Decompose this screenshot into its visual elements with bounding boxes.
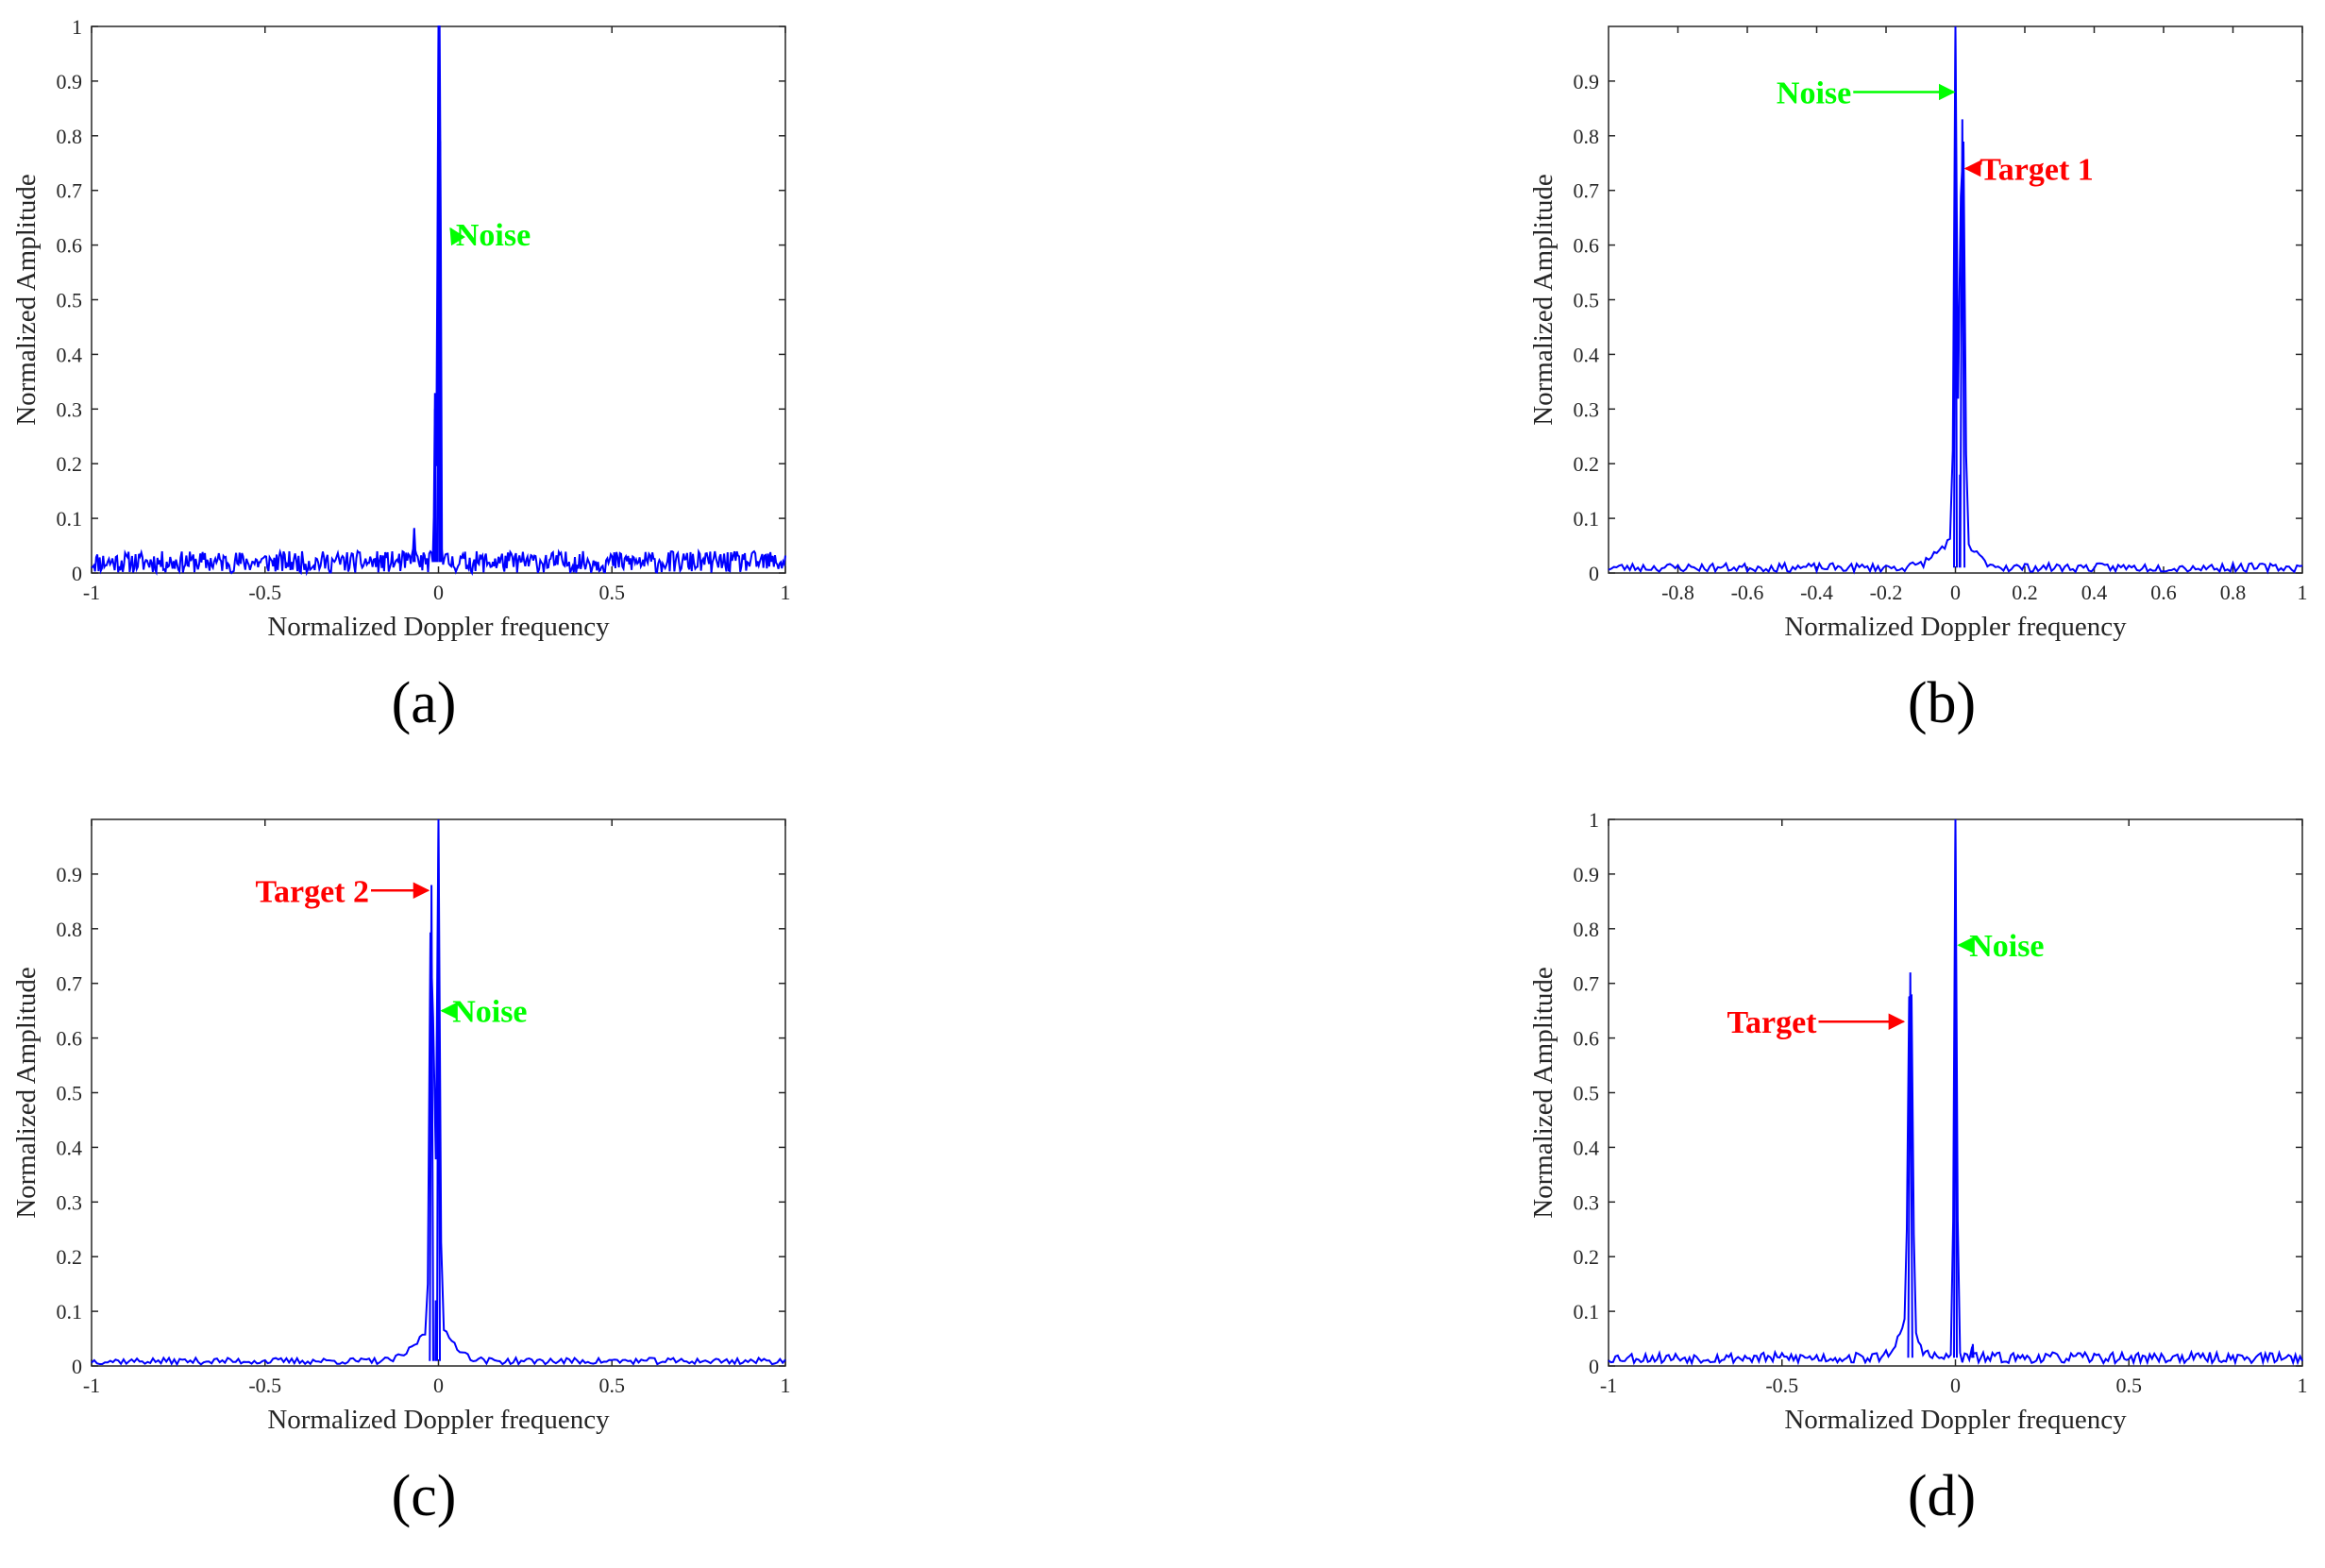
x-tick-label: 0.6: [2150, 581, 2177, 604]
chart-panel-c: -1 -0.5 0 0.5 1 0 0.1 0.2 0.3 0.4 0.5 0.6 0.7 0.8 0.9 N…: [11, 818, 791, 1528]
y-tick-label: 0.8: [1574, 125, 1600, 148]
x-tick-label: -0.5: [248, 581, 281, 604]
x-tick-label: 0: [433, 581, 444, 604]
y-tick-label: 0.1: [57, 1300, 83, 1324]
y-tick-label: 0.1: [1574, 1300, 1600, 1324]
series-peaks: [413, 25, 443, 563]
y-tick-label: 0.3: [57, 1190, 83, 1214]
x-tick-label: 0: [433, 1374, 444, 1397]
y-tick-label: 0.1: [1574, 507, 1600, 531]
x-tick-label: -1: [83, 581, 100, 604]
y-tick-label: 0.5: [57, 289, 83, 312]
x-axis-label: Normalized Doppler frequency: [1784, 612, 2127, 642]
x-tick-label: 0.4: [2081, 581, 2108, 604]
annotation-noise: Noise: [1969, 929, 2044, 964]
y-tick-label: 0.2: [57, 452, 83, 476]
y-tick-label: 0.6: [1574, 1027, 1600, 1051]
chart-panel-b: -0.8 -0.6 -0.4 -0.2 0 0.2 0.4 0.6 0.8 1 0 0.1 0.2 0.3…: [1528, 25, 2308, 735]
annotation-target: Target 2: [255, 874, 369, 909]
y-tick-label: 0.5: [57, 1082, 83, 1105]
x-tick-label: 1: [2298, 1374, 2308, 1397]
x-tick-label: -0.4: [1800, 581, 1833, 604]
y-tick-label: 0.7: [1574, 179, 1600, 203]
y-tick-label: 0.5: [1574, 289, 1600, 312]
annotation-noise: Noise: [1777, 76, 1851, 110]
x-axis-label: Normalized Doppler frequency: [267, 1405, 610, 1435]
y-tick-label: 0.1: [57, 507, 83, 531]
y-tick-label: 0: [1589, 1355, 1599, 1378]
annotation-noise: Noise: [452, 995, 527, 1030]
x-tick-label: -0.5: [248, 1374, 281, 1397]
y-tick-label: 0.4: [57, 343, 83, 366]
y-tick-label: 0.9: [1574, 70, 1600, 93]
x-tick-label: 0.5: [2116, 1374, 2143, 1397]
x-tick-label: 0: [1950, 1374, 1961, 1397]
y-tick-label: 0.3: [57, 397, 83, 421]
x-tick-label: 0.8: [2220, 581, 2247, 604]
y-tick-label: 0.9: [57, 70, 83, 93]
y-tick-label: 0.4: [1574, 343, 1600, 366]
panel-caption: (a): [392, 671, 457, 735]
y-tick-label: 0.3: [1574, 1190, 1600, 1214]
y-tick-label: 0.4: [1574, 1136, 1600, 1159]
y-axis-label: Normalized Amplitude: [1528, 967, 1558, 1219]
y-tick-label: 0.2: [57, 1245, 83, 1269]
panel-caption: (d): [1908, 1464, 1976, 1528]
series-peaks: [1907, 818, 1975, 1358]
x-axis-label: Normalized Doppler frequency: [1784, 1405, 2127, 1435]
y-tick-label: 0.8: [57, 918, 83, 941]
x-tick-label: -0.6: [1731, 581, 1764, 604]
y-tick-label: 0.7: [57, 972, 83, 996]
x-tick-label: -1: [1600, 1374, 1617, 1397]
y-tick-label: 0.9: [1574, 863, 1600, 886]
y-tick-label: 0.4: [57, 1136, 83, 1159]
y-tick-label: 0: [72, 1355, 82, 1378]
y-axis-label: Normalized Amplitude: [11, 967, 42, 1219]
y-tick-label: 1: [1589, 808, 1599, 832]
y-tick-label: 0.7: [57, 179, 83, 203]
y-tick-label: 0.2: [1574, 1245, 1600, 1269]
annotation-arrow: [449, 227, 466, 246]
y-tick-label: 0: [72, 562, 82, 585]
y-tick-label: 0.8: [1574, 918, 1600, 941]
series-peaks: [1953, 25, 1966, 568]
y-tick-label: 0.7: [1574, 972, 1600, 996]
y-tick-label: 0.6: [57, 1027, 83, 1051]
x-tick-label: 0.5: [599, 1374, 626, 1397]
x-axis-label: Normalized Doppler frequency: [267, 612, 610, 642]
y-tick-label: 1: [72, 15, 82, 39]
y-axis-label: Normalized Amplitude: [1528, 174, 1558, 426]
annotation-target: Target: [1727, 1005, 1817, 1040]
y-tick-label: 0.2: [1574, 452, 1600, 476]
x-tick-label: -0.5: [1765, 1374, 1798, 1397]
y-tick-label: 0.6: [57, 234, 83, 258]
y-axis-label: Normalized Amplitude: [11, 174, 42, 426]
x-tick-label: 1: [2298, 581, 2308, 604]
y-tick-label: 0.3: [1574, 397, 1600, 421]
x-tick-label: -1: [83, 1374, 100, 1397]
x-tick-label: 0.2: [2012, 581, 2038, 604]
x-tick-label: -0.8: [1661, 581, 1694, 604]
y-tick-label: 0.5: [1574, 1082, 1600, 1105]
panel-caption: (b): [1908, 671, 1976, 735]
panel-caption: (c): [392, 1464, 457, 1528]
x-tick-label: 0.5: [599, 581, 626, 604]
x-tick-label: 1: [781, 581, 791, 604]
annotation-target: Target 1: [1980, 153, 2094, 188]
chart-panel-a: -1 -0.5 0 0.5 1 0 0.1 0.2 0.3 0.4 0.5 0.6 0.7 0.8 0.9 1…: [11, 15, 791, 735]
chart-panel-d: -1 -0.5 0 0.5 1 0 0.1 0.2 0.3 0.4 0.5 0.6 0.7 0.8 0.9 1…: [1528, 808, 2308, 1528]
x-tick-label: 0: [1950, 581, 1961, 604]
x-tick-label: -0.2: [1870, 581, 1903, 604]
y-tick-label: 0.9: [57, 863, 83, 886]
y-tick-label: 0: [1589, 562, 1599, 585]
x-tick-label: 1: [781, 1374, 791, 1397]
y-tick-label: 0.8: [57, 125, 83, 148]
annotation-noise: Noise: [456, 218, 531, 253]
series-peaks: [429, 818, 441, 1361]
y-tick-label: 0.6: [1574, 234, 1600, 258]
